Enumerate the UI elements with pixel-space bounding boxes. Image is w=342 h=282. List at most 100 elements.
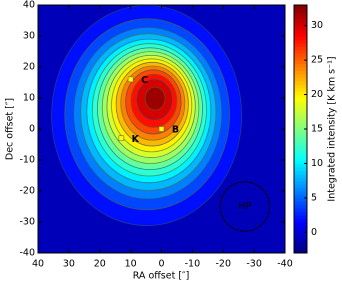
y-tick-label: 40 (23, 0, 35, 11)
colorbar-step (294, 232, 307, 237)
colorbar-step (294, 201, 307, 206)
colorbar-step (294, 111, 307, 116)
x-tick-label: 30 (63, 259, 75, 270)
colorbar-step (294, 108, 307, 113)
colorbar-step (294, 73, 307, 78)
colorbar-step (294, 56, 307, 61)
x-tick-label: -20 (215, 259, 231, 270)
colorbar-step (294, 94, 307, 99)
marker (127, 76, 134, 83)
colorbar-step (294, 173, 307, 178)
colorbar-tick-label: 15 (311, 124, 323, 135)
colorbar-step (294, 228, 307, 233)
colorbar-step (294, 98, 307, 102)
colorbar-step (294, 32, 307, 37)
beam-label: HP (238, 201, 251, 212)
x-tick-label: -30 (246, 259, 262, 270)
colorbar-step (294, 163, 307, 168)
colorbar-step (294, 49, 307, 54)
colorbar-step (294, 170, 307, 175)
colorbar-step (294, 235, 307, 240)
colorbar-step (294, 242, 307, 247)
x-axis-label: RA offset [″] (133, 271, 190, 282)
y-tick-label: 0 (29, 124, 35, 135)
x-tick-label: 40 (32, 259, 44, 270)
colorbar-step (294, 249, 307, 254)
colorbar-step (294, 39, 307, 44)
colorbar-step (294, 153, 307, 158)
colorbar-step (294, 11, 307, 16)
colorbar-step (294, 5, 307, 9)
colorbar-step (294, 63, 307, 68)
colorbar-step (294, 146, 307, 151)
colorbar-step (294, 215, 307, 220)
x-tick-label: -10 (185, 259, 201, 270)
y-tick-label: -30 (19, 217, 35, 228)
x-tick-label: 0 (158, 259, 164, 270)
colorbar-step (294, 42, 307, 47)
colorbar-step (294, 218, 307, 223)
colorbar-step (294, 184, 307, 189)
colorbar-step (294, 156, 307, 161)
colorbar-step (294, 101, 307, 106)
colorbar-step (294, 22, 307, 27)
colorbar-step (294, 246, 307, 251)
colorbar-tick-label: 5 (311, 192, 317, 203)
marker (118, 135, 125, 142)
colorbar-step (294, 67, 307, 71)
colorbar-step (294, 115, 307, 120)
y-tick-label: -10 (19, 155, 35, 166)
colorbar-step (294, 104, 307, 109)
colorbar-step (294, 132, 307, 137)
x-tick-label: 20 (94, 259, 106, 270)
colorbar-step (294, 118, 307, 123)
colorbar-step (294, 129, 307, 133)
colorbar-step (294, 87, 307, 92)
colorbar-step (294, 191, 307, 195)
colorbar-step (294, 180, 307, 185)
colorbar-step (294, 197, 307, 202)
colorbar-tick-label: 0 (311, 227, 317, 238)
colorbar-step (294, 18, 307, 23)
colorbar-step (294, 125, 307, 130)
marker-label: C (141, 75, 148, 86)
colorbar-step (294, 84, 307, 89)
y-tick-label: 30 (23, 31, 35, 42)
colorbar-label: Integrated intensity [K km s⁻¹] (327, 56, 338, 201)
x-tick-label: 10 (125, 259, 137, 270)
colorbar-step (294, 29, 307, 34)
map: C B K HP (38, 5, 285, 253)
colorbar-step (294, 80, 307, 85)
colorbar-step (294, 142, 307, 147)
colorbar-step (294, 8, 307, 13)
marker-label: B (172, 125, 179, 136)
colorbar-step (294, 204, 307, 209)
colorbar-step (294, 160, 307, 164)
colorbar-step (294, 25, 307, 30)
colorbar-step (294, 166, 307, 171)
y-tick-label: 20 (23, 62, 35, 73)
y-axis-label: Dec offset [″] (5, 98, 16, 160)
colorbar-step (294, 194, 307, 199)
colorbar-step (294, 139, 307, 144)
colorbar-tick-label: 10 (311, 158, 323, 169)
colorbar-step (294, 15, 307, 20)
marker (158, 126, 165, 132)
x-tick-label: -40 (277, 259, 293, 270)
colorbar-step (294, 70, 307, 75)
colorbar-step (294, 211, 307, 216)
colorbar-step (294, 135, 307, 140)
colorbar-tick-label: 20 (311, 89, 323, 100)
colorbar-step (294, 46, 307, 51)
colorbar-step (294, 222, 307, 226)
y-tick-label: -40 (19, 248, 35, 259)
colorbar-step (294, 91, 307, 96)
colorbar-step (294, 187, 307, 192)
colorbar-step (294, 36, 307, 40)
colorbar-step (294, 60, 307, 65)
colorbar-step (294, 177, 307, 182)
contour (144, 86, 166, 111)
marker-label: K (132, 134, 140, 145)
colorbar-step (294, 239, 307, 244)
